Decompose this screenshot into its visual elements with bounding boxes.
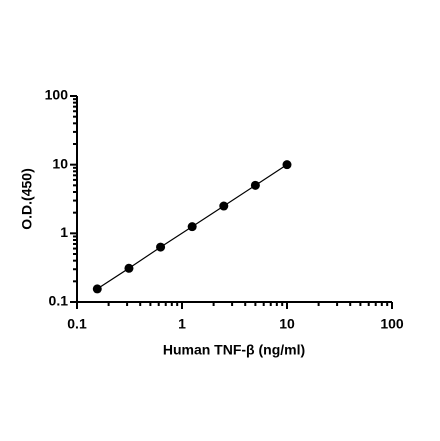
marker xyxy=(219,201,229,211)
x-axis-title: Human TNF-β (ng/ml) xyxy=(163,342,305,358)
x-tick-label: 100 xyxy=(380,316,404,332)
marker xyxy=(156,242,166,252)
x-tick-label: 0.1 xyxy=(67,316,87,332)
marker xyxy=(92,284,102,294)
marker xyxy=(124,263,134,273)
y-tick-label: 0.1 xyxy=(49,293,69,309)
x-tick-label: 10 xyxy=(279,316,295,332)
y-tick-label: 10 xyxy=(52,155,68,171)
x-tick-label: 1 xyxy=(178,316,186,332)
marker xyxy=(187,222,197,232)
y-tick-label: 100 xyxy=(45,87,69,103)
marker xyxy=(282,160,292,170)
marker xyxy=(250,180,260,190)
y-axis-title: O.D.(450) xyxy=(19,168,35,229)
y-tick-label: 1 xyxy=(60,224,68,240)
